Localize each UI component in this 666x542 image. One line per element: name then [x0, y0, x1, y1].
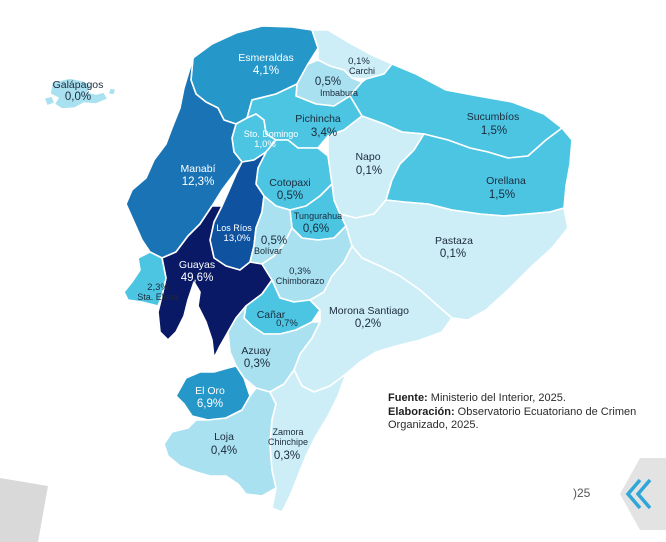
label-napo-name: Napo — [355, 151, 380, 163]
province-zamora-chinchipe — [269, 369, 347, 513]
label-napo-value: 0,1% — [356, 165, 382, 177]
label-azuay-name: Azuay — [241, 345, 271, 357]
label-cotopaxi-name: Cotopaxi — [269, 177, 310, 189]
label-zamora-chinchipe-value: 0,3% — [274, 450, 300, 462]
label-canar-name: Cañar — [257, 309, 286, 321]
province-loja — [163, 387, 277, 497]
label-bolivar-value: 0,5% — [261, 235, 287, 247]
galapagos-islands — [43, 77, 117, 110]
label-carchi-value: 0,1% — [348, 56, 370, 67]
label-manabi-name: Manabí — [180, 163, 215, 175]
page-number: )25 — [573, 486, 591, 500]
label-orellana-name: Orellana — [486, 175, 526, 187]
corner-decoration — [0, 478, 48, 542]
map-labels: Galápagos 0,0% Esmeraldas 4,1% 0,1% Carc… — [53, 52, 526, 462]
label-esmeraldas-name: Esmeraldas — [238, 52, 293, 64]
label-canar-value: 0,7% — [276, 318, 298, 329]
label-azuay-value: 0,3% — [244, 358, 270, 370]
label-zamora-chinchipe-name-1: Zamora — [272, 427, 303, 437]
source-fuente: Fuente: Ministerio del Interior, 2025. — [388, 392, 658, 406]
label-pichincha-value: 3,4% — [311, 127, 337, 139]
label-chimborazo-name: Chimborazo — [276, 276, 325, 286]
source-elaboracion: Elaboración: Observatorio Ecuatoriano de… — [388, 406, 658, 433]
label-tungurahua-name: Tungurahua — [294, 211, 342, 221]
label-tungurahua-value: 0,6% — [303, 223, 329, 235]
label-loja-value: 0,4% — [211, 445, 237, 457]
label-cotopaxi-value: 0,5% — [277, 190, 303, 202]
province-sta-elena — [123, 251, 167, 307]
label-morona-santiago-value: 0,2% — [355, 318, 381, 330]
label-zamora-chinchipe-name-2: Chinchipe — [268, 437, 308, 447]
label-manabi-value: 12,3% — [182, 176, 215, 188]
label-orellana-value: 1,5% — [489, 189, 515, 201]
label-chimborazo-value: 0,3% — [289, 266, 311, 277]
label-loja-name: Loja — [214, 431, 234, 443]
double-chevron-left-icon[interactable] — [620, 458, 666, 530]
label-sta-elena-name: Sta. Elena — [137, 292, 179, 302]
elaboracion-label: Elaboración: — [388, 405, 455, 418]
label-carchi-name: Carchi — [349, 66, 375, 76]
label-imbabura-value: 0,5% — [315, 76, 341, 88]
province-azuay — [227, 305, 321, 393]
label-los-rios-name: Los Ríos — [216, 223, 252, 233]
label-guayas-value: 49,6% — [181, 272, 214, 284]
label-morona-santiago-name: Morona Santiago — [329, 305, 409, 317]
label-pastaza-value: 0,1% — [440, 248, 466, 260]
label-imbabura-name: Imbabura — [320, 88, 358, 98]
label-sto-domingo-value: 1,0% — [254, 139, 276, 150]
label-esmeraldas-value: 4,1% — [253, 65, 279, 77]
label-sucumbios-value: 1,5% — [481, 125, 507, 137]
label-sta-elena-value: 2,3% — [147, 282, 169, 293]
label-sto-domingo-name: Sto. Domingo — [244, 129, 299, 139]
fuente-text: Ministerio del Interior, 2025. — [427, 392, 566, 404]
label-guayas-name: Guayas — [179, 259, 215, 271]
fuente-label: Fuente: — [388, 392, 428, 404]
label-los-rios-value: 13,0% — [224, 233, 251, 244]
label-bolivar-name: Bolívar — [254, 246, 282, 256]
label-pastaza-name: Pastaza — [435, 235, 473, 247]
elaboracion-text: Observatorio Ecuatoriano de Crimen Organ… — [388, 405, 637, 432]
label-el-oro-value: 6,9% — [197, 398, 223, 410]
label-sucumbios-name: Sucumbíos — [467, 111, 520, 123]
label-galapagos-name: Galápagos — [53, 79, 104, 91]
label-pichincha-name: Pichincha — [295, 113, 341, 125]
label-galapagos-value: 0,0% — [65, 91, 91, 103]
source-note: Fuente: Ministerio del Interior, 2025. E… — [388, 392, 658, 433]
label-el-oro-name: El Oro — [195, 385, 225, 397]
